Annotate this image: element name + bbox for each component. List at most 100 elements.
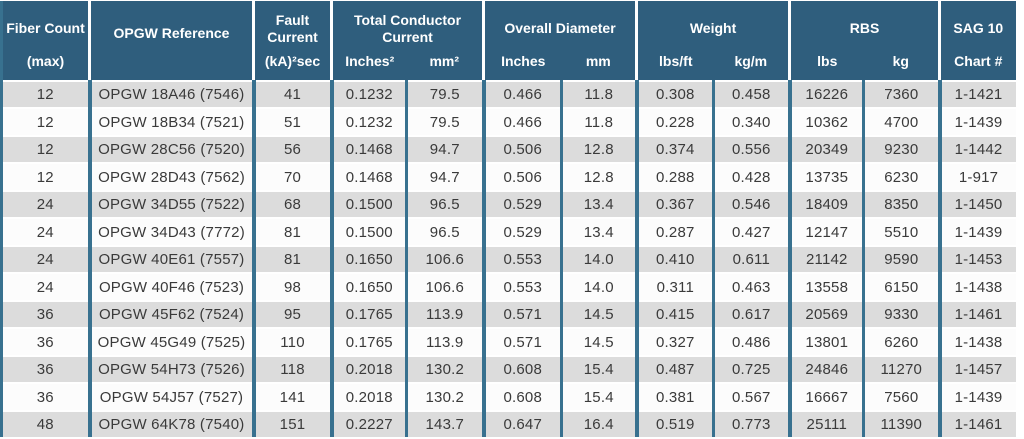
cell-rbs-lbs: 18409 <box>787 189 864 219</box>
cell-conductor-inches2: 0.2018 <box>329 354 407 384</box>
cell-rbs-lbs: 21142 <box>787 244 864 274</box>
cell-opgw-reference: OPGW 34D43 (7772) <box>87 217 254 246</box>
cell-sag10-chart: 1-917 <box>937 162 1016 191</box>
subheader-weight-lbs-ft: lbs/ft <box>635 51 714 81</box>
cell-opgw-reference: OPGW 54J57 (7527) <box>87 382 254 411</box>
cell-diameter-mm: 13.4 <box>560 217 637 246</box>
cell-diameter-mm: 14.0 <box>560 244 637 274</box>
subheader-diameter-mm: mm <box>561 51 637 81</box>
header-rbs: RBS <box>788 1 940 51</box>
cell-weight-kg-m: 0.427 <box>712 217 790 246</box>
cell-rbs-lbs: 24846 <box>787 354 864 384</box>
table-row: 36 OPGW 45G49 (7525) 110 0.1765 113.9 0.571 14… <box>0 327 1016 356</box>
cell-rbs-lbs: 13558 <box>787 272 864 301</box>
cell-fault-current: 141 <box>251 382 332 411</box>
cell-rbs-kg: 9330 <box>862 299 940 329</box>
cell-conductor-inches2: 0.1765 <box>329 327 407 356</box>
cell-fault-current: 81 <box>251 217 332 246</box>
header-opgw-reference: OPGW Reference <box>88 1 254 81</box>
cell-weight-kg-m: 0.546 <box>712 189 790 219</box>
cell-rbs-kg: 7560 <box>862 382 940 411</box>
cell-conductor-mm2: 94.7 <box>404 162 484 191</box>
cell-weight-lbs-ft: 0.288 <box>634 162 714 191</box>
table-row: 12 OPGW 28D43 (7562) 70 0.1468 94.7 0.506 12.8… <box>0 162 1016 191</box>
cell-sag10-chart: 1-1421 <box>937 79 1016 109</box>
cell-sag10-chart: 1-1457 <box>937 354 1016 384</box>
cell-weight-lbs-ft: 0.327 <box>634 327 714 356</box>
cell-diameter-mm: 12.8 <box>560 134 637 164</box>
cell-conductor-mm2: 96.5 <box>404 217 484 246</box>
table-row: 36 OPGW 54H73 (7526) 118 0.2018 130.2 0.608 15… <box>0 354 1016 384</box>
cell-opgw-reference: OPGW 40E61 (7557) <box>87 244 254 274</box>
subheader-fault-current-ka2sec: (kA)²sec <box>252 51 332 81</box>
cell-fault-current: 81 <box>251 244 332 274</box>
cell-rbs-lbs: 16667 <box>787 382 864 411</box>
cell-weight-kg-m: 0.340 <box>712 107 790 136</box>
cell-weight-lbs-ft: 0.287 <box>634 217 714 246</box>
cell-conductor-mm2: 96.5 <box>404 189 484 219</box>
cell-diameter-mm: 14.5 <box>560 299 637 329</box>
cell-diameter-mm: 13.4 <box>560 189 637 219</box>
cell-opgw-reference: OPGW 45F62 (7524) <box>87 299 254 329</box>
cell-fault-current: 56 <box>251 134 332 164</box>
cell-fault-current: 118 <box>251 354 332 384</box>
cell-diameter-mm: 14.0 <box>560 272 637 301</box>
cell-conductor-mm2: 113.9 <box>404 327 484 356</box>
cell-rbs-kg: 11270 <box>862 354 940 384</box>
cell-diameter-mm: 11.8 <box>560 79 637 109</box>
cell-opgw-reference: OPGW 64K78 (7540) <box>87 409 254 437</box>
cell-conductor-mm2: 79.5 <box>404 79 484 109</box>
cell-conductor-mm2: 106.6 <box>404 244 484 274</box>
cell-sag10-chart: 1-1439 <box>937 382 1016 411</box>
cell-diameter-inches: 0.571 <box>481 299 562 329</box>
cell-weight-lbs-ft: 0.519 <box>634 409 714 437</box>
cell-fault-current: 41 <box>251 79 332 109</box>
cell-fiber-count: 36 <box>0 327 90 356</box>
cell-conductor-mm2: 130.2 <box>404 382 484 411</box>
cell-rbs-kg: 4700 <box>862 107 940 136</box>
cell-conductor-mm2: 94.7 <box>404 134 484 164</box>
cell-rbs-kg: 6260 <box>862 327 940 356</box>
cell-conductor-inches2: 0.1468 <box>329 162 407 191</box>
cell-sag10-chart: 1-1439 <box>937 217 1016 246</box>
cell-fiber-count: 48 <box>0 409 90 437</box>
cell-weight-lbs-ft: 0.367 <box>634 189 714 219</box>
cell-diameter-inches: 0.506 <box>481 134 562 164</box>
cell-opgw-reference: OPGW 54H73 (7526) <box>87 354 254 384</box>
cell-fault-current: 110 <box>251 327 332 356</box>
cell-weight-kg-m: 0.463 <box>712 272 790 301</box>
header-overall-diameter: Overall Diameter <box>482 1 637 51</box>
header-sag10: SAG 10 <box>938 1 1016 51</box>
cell-opgw-reference: OPGW 34D55 (7522) <box>87 189 254 219</box>
subheader-diameter-inches: Inches <box>482 51 562 81</box>
cell-rbs-lbs: 16226 <box>787 79 864 109</box>
cell-opgw-reference: OPGW 45G49 (7525) <box>87 327 254 356</box>
cell-conductor-mm2: 79.5 <box>404 107 484 136</box>
cell-fiber-count: 36 <box>0 354 90 384</box>
subheader-weight-kg-m: kg/m <box>713 51 790 81</box>
cell-opgw-reference: OPGW 18A46 (7546) <box>87 79 254 109</box>
cell-opgw-reference: OPGW 18B34 (7521) <box>87 107 254 136</box>
table-row: 24 OPGW 34D43 (7772) 81 0.1500 96.5 0.529 13.4… <box>0 217 1016 246</box>
cell-conductor-inches2: 0.1650 <box>329 244 407 274</box>
cell-sag10-chart: 1-1442 <box>937 134 1016 164</box>
cell-fiber-count: 12 <box>0 134 90 164</box>
cell-diameter-mm: 16.4 <box>560 409 637 437</box>
cell-weight-lbs-ft: 0.308 <box>634 79 714 109</box>
table-row: 36 OPGW 54J57 (7527) 141 0.2018 130.2 0.608 15… <box>0 382 1016 411</box>
cell-rbs-kg: 7360 <box>862 79 940 109</box>
table-body: 12 OPGW 18A46 (7546) 41 0.1232 79.5 0.466 11.8… <box>0 79 1016 437</box>
subheader-conductor-inches2: Inches² <box>330 51 407 81</box>
header-weight: Weight <box>635 1 790 51</box>
cell-opgw-reference: OPGW 28D43 (7562) <box>87 162 254 191</box>
cell-sag10-chart: 1-1438 <box>937 327 1016 356</box>
cell-diameter-inches: 0.608 <box>481 354 562 384</box>
cell-rbs-kg: 9590 <box>862 244 940 274</box>
cell-rbs-kg: 6150 <box>862 272 940 301</box>
cell-diameter-mm: 15.4 <box>560 354 637 384</box>
cell-diameter-inches: 0.529 <box>481 189 562 219</box>
table-row: 12 OPGW 18B34 (7521) 51 0.1232 79.5 0.466 11.8… <box>0 107 1016 136</box>
cell-rbs-lbs: 25111 <box>787 409 864 437</box>
cell-fiber-count: 24 <box>0 189 90 219</box>
cell-diameter-inches: 0.506 <box>481 162 562 191</box>
